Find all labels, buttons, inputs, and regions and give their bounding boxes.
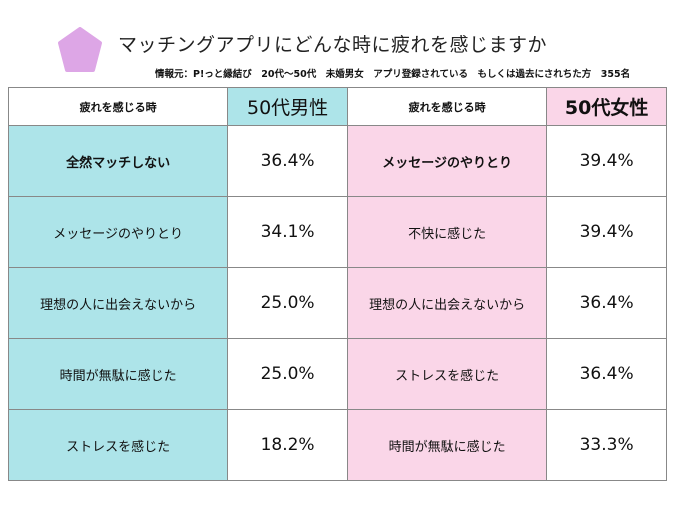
female-reason: 不快に感じた (346, 196, 548, 268)
header-reason-male: 疲れを感じる時 (7, 87, 229, 126)
header-reason-female: 疲れを感じる時 (346, 87, 548, 126)
pentagon-icon (58, 27, 102, 72)
female-reason: 時間が無駄に感じた (346, 409, 548, 481)
table-row: ストレスを感じた 18.2% 時間が無駄に感じた 33.3% (7, 409, 667, 481)
table-row: 全然マッチしない 36.4% メッセージのやりとり 39.4% (7, 125, 667, 197)
female-value: 33.3% (546, 409, 667, 481)
male-reason: ストレスを感じた (7, 409, 229, 481)
table-row: 理想の人に出会えないから 25.0% 理想の人に出会えないから 36.4% (7, 267, 667, 339)
comparison-table: 疲れを感じる時 50代男性 疲れを感じる時 50代女性 全然マッチしない 36.… (7, 87, 667, 481)
female-value: 36.4% (546, 338, 667, 410)
female-reason: メッセージのやりとり (346, 125, 548, 197)
header-row: 疲れを感じる時 50代男性 疲れを感じる時 50代女性 (7, 87, 667, 126)
page-title: マッチングアプリにどんな時に疲れを感じますか (118, 34, 548, 56)
source-note: 情報元：P!っと縁結び 20代〜50代 未婚男女 アプリ登録されている もしくは… (155, 69, 631, 80)
male-reason: 時間が無駄に感じた (7, 338, 229, 410)
male-value: 25.0% (227, 338, 348, 410)
female-value: 39.4% (546, 196, 667, 268)
male-reason: メッセージのやりとり (7, 196, 229, 268)
male-value: 18.2% (227, 409, 348, 481)
male-value: 25.0% (227, 267, 348, 339)
header-female: 50代女性 (546, 87, 667, 126)
female-value: 36.4% (546, 267, 667, 339)
male-value: 36.4% (227, 125, 348, 197)
male-value: 34.1% (227, 196, 348, 268)
female-value: 39.4% (546, 125, 667, 197)
header-male: 50代男性 (227, 87, 348, 126)
table-row: 時間が無駄に感じた 25.0% ストレスを感じた 36.4% (7, 338, 667, 410)
male-reason: 全然マッチしない (7, 125, 229, 197)
table-row: メッセージのやりとり 34.1% 不快に感じた 39.4% (7, 196, 667, 268)
male-reason: 理想の人に出会えないから (7, 267, 229, 339)
female-reason: 理想の人に出会えないから (346, 267, 548, 339)
female-reason: ストレスを感じた (346, 338, 548, 410)
